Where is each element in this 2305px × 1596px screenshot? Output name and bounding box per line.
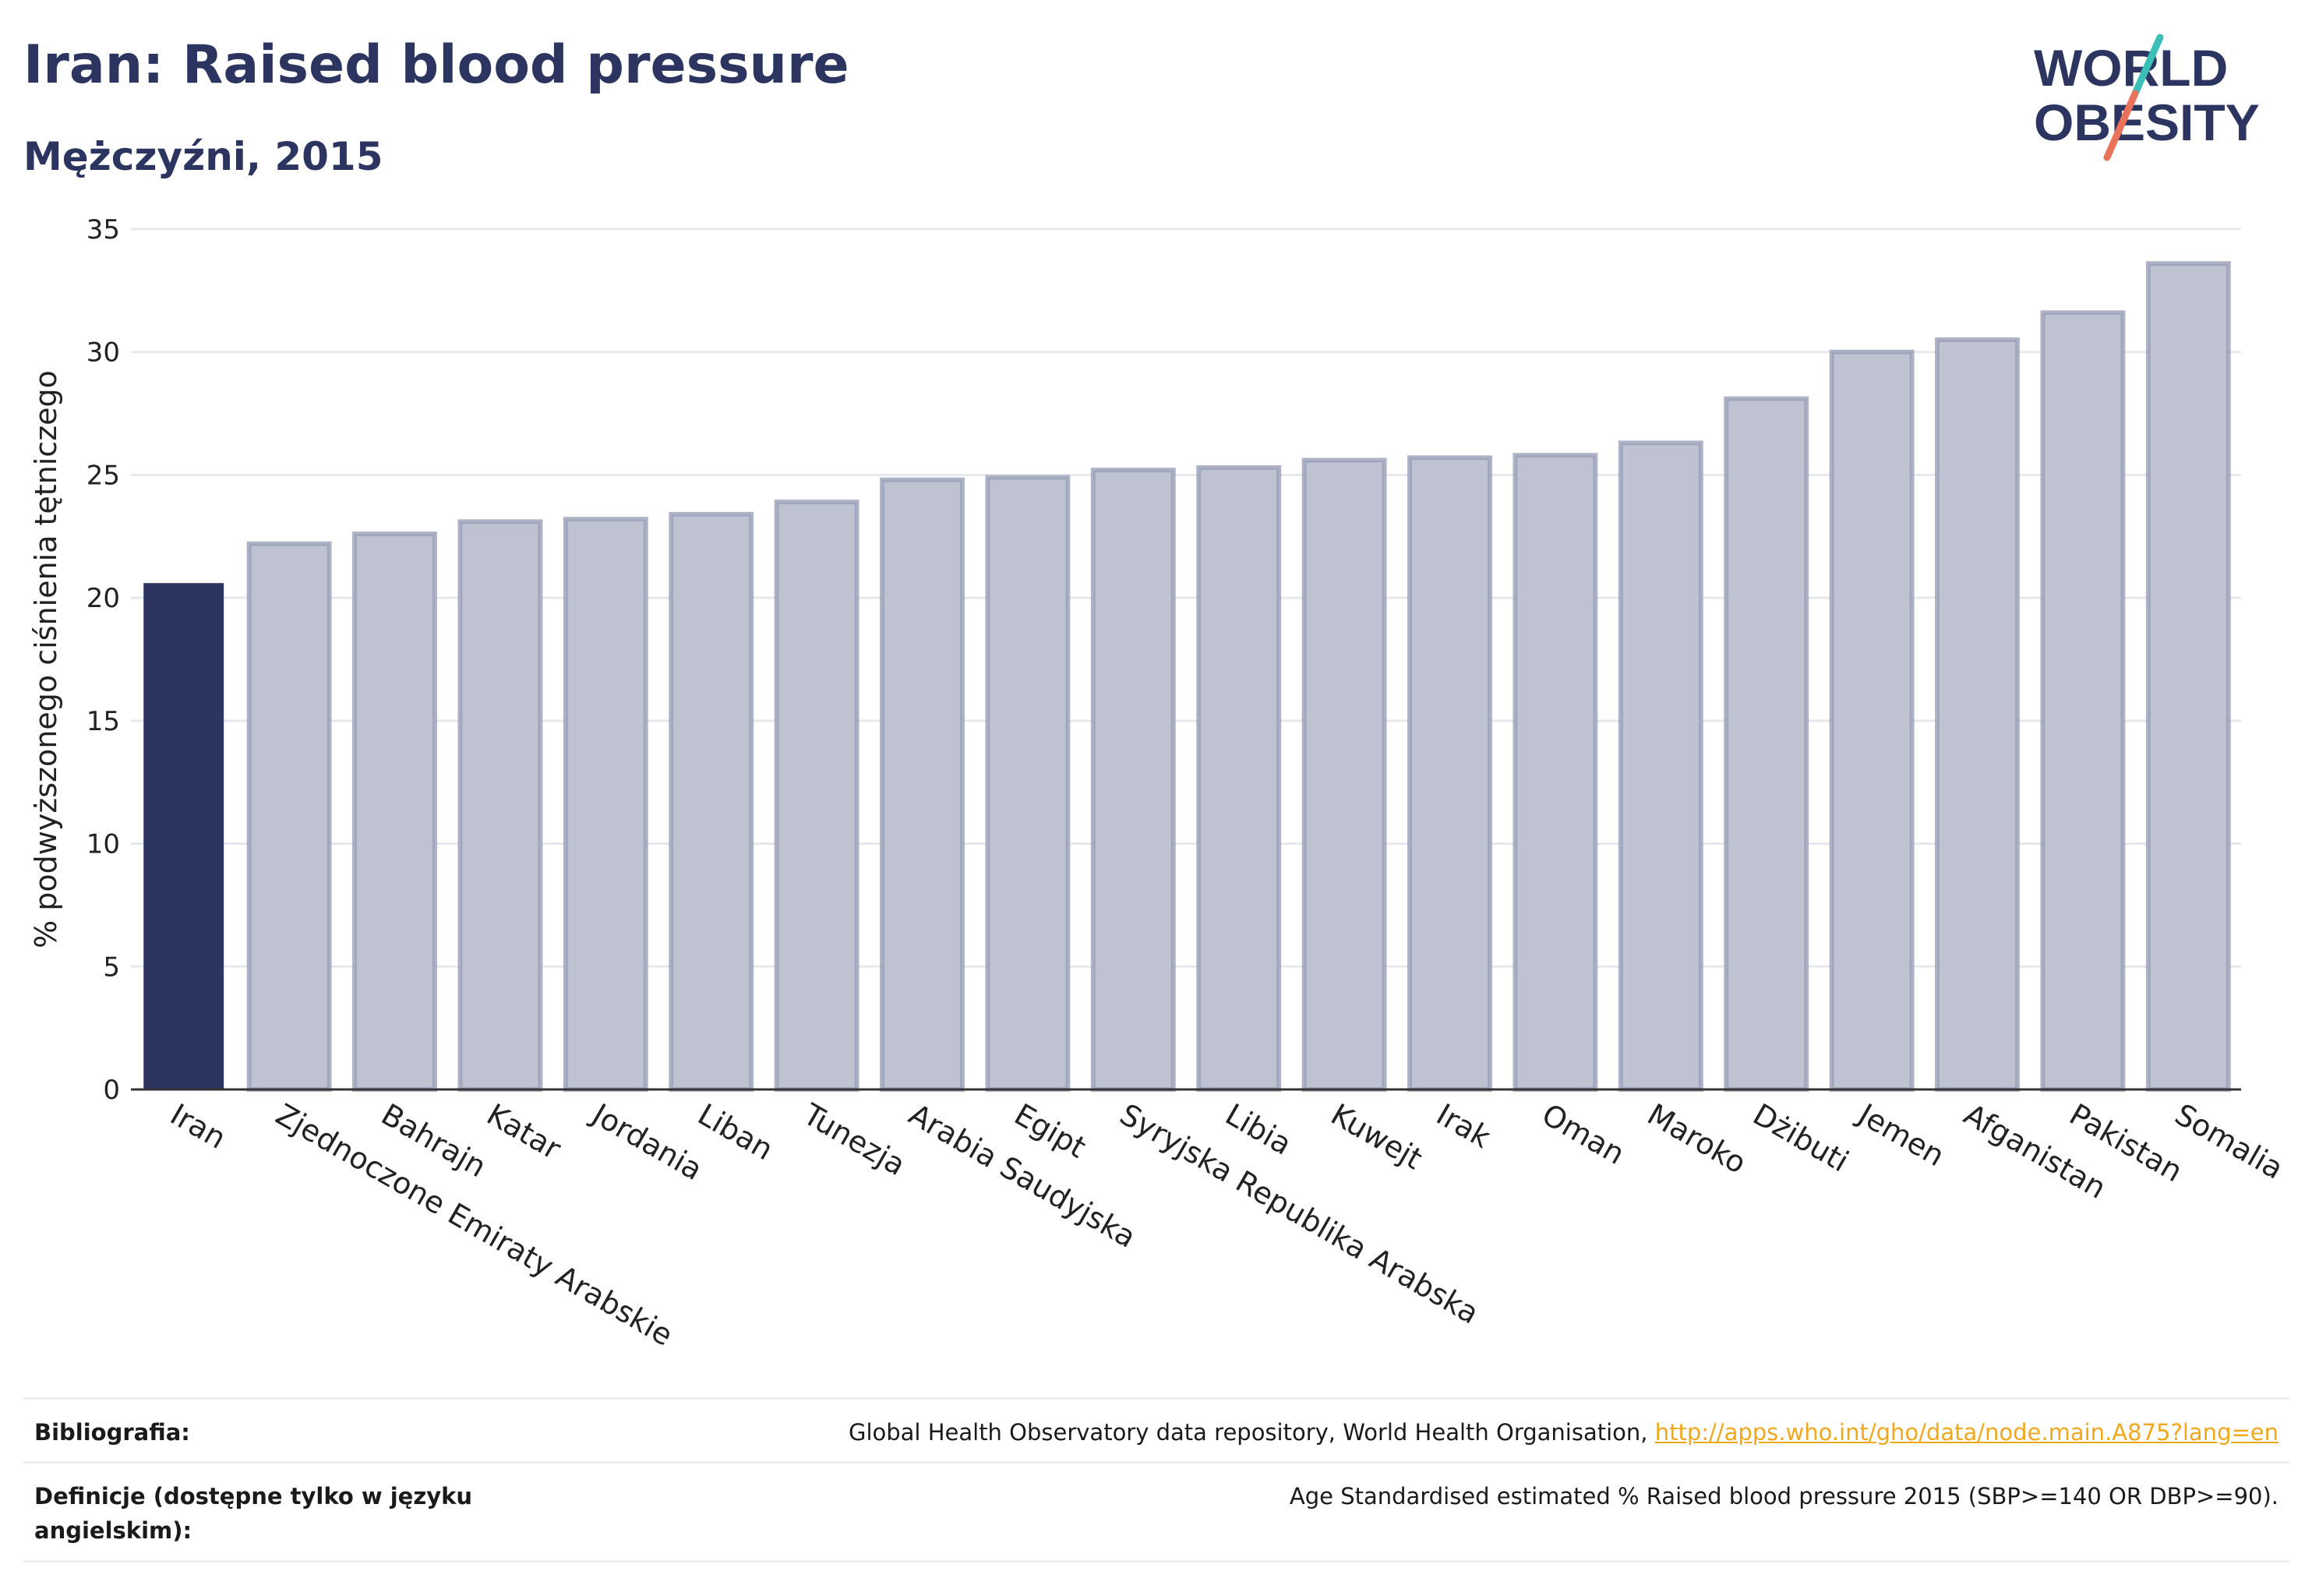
bar-chart: 0 5 10 15 20 25 30 35 % podwyższonego ciśnienia …: [29, 214, 2289, 1353]
bar: [2040, 310, 2126, 1092]
bibliography-link[interactable]: http://apps.who.int/gho/data/node.main.A…: [1654, 1419, 2279, 1446]
y-tick-label: 15: [86, 706, 120, 737]
bar: [1407, 455, 1492, 1092]
bar: [246, 541, 332, 1092]
chart-subtitle: Mężczyźni, 2015: [23, 134, 383, 179]
x-tick-label: Maroko: [1642, 1097, 1753, 1181]
x-tick-label: Syryjska Republika Arabska: [1114, 1097, 1484, 1331]
x-tick-label: Dżibuti: [1747, 1097, 1855, 1179]
bar: [143, 583, 224, 1089]
logo-slash-coral: [2103, 90, 2139, 161]
bar: [1618, 440, 1703, 1092]
y-tick-label: 10: [86, 829, 120, 860]
bibliography-text: Global Health Observatory data repositor…: [849, 1415, 2279, 1449]
y-tick-label: 20: [86, 583, 120, 614]
bar: [774, 500, 860, 1092]
x-tick-label: Jordania: [585, 1096, 708, 1187]
definitions-text: Age Standardised estimated % Raised bloo…: [1289, 1483, 2279, 1509]
bar: [1935, 337, 2020, 1092]
bar: [1724, 396, 1809, 1093]
bar: [1196, 464, 1282, 1092]
logo-line2: OBESITY: [2034, 94, 2260, 151]
x-tick-label: Kuwejt: [1325, 1097, 1428, 1177]
world-obesity-logo: WORLD OBESITY: [2034, 34, 2260, 161]
chart-title: Iran: Raised blood pressure: [23, 34, 849, 96]
x-tick-label: Jemen: [1851, 1096, 1950, 1174]
y-tick-label: 0: [103, 1075, 120, 1106]
y-tick-label: 25: [86, 460, 120, 491]
footer-definitions-row: Definicje (dostępne tylko w języku angie…: [23, 1461, 2289, 1562]
bar: [1829, 349, 1915, 1092]
bar: [880, 477, 965, 1092]
logo-line1: WORLD: [2034, 39, 2228, 97]
bar: [1301, 457, 1387, 1092]
y-tick-label: 5: [103, 952, 120, 983]
x-tick-label: Libia: [1220, 1097, 1297, 1162]
bibliography-label: Bibliografia:: [34, 1419, 190, 1446]
x-tick-label: Katar: [481, 1097, 567, 1167]
bar: [352, 531, 437, 1092]
bibliography-source: Global Health Observatory data repositor…: [848, 1419, 1655, 1446]
x-tick-label: Irak: [1431, 1097, 1496, 1155]
bar: [457, 519, 543, 1092]
definitions-label: Definicje (dostępne tylko w języku angie…: [34, 1483, 473, 1544]
bar: [2145, 261, 2231, 1092]
bar: [1513, 453, 1598, 1092]
footer-bibliography-row: Bibliografia: Global Health Observatory …: [23, 1397, 2289, 1464]
y-axis-label: % podwyższonego ciśnienia tętniczego: [29, 370, 63, 948]
bar: [985, 475, 1071, 1092]
logo-slash-teal: [2131, 34, 2164, 97]
bar: [1090, 468, 1176, 1092]
x-tick-label: Tunezja: [797, 1096, 912, 1182]
bar: [669, 511, 754, 1092]
x-tick-label: Somalia: [2169, 1097, 2289, 1186]
y-tick-label: 35: [86, 214, 120, 245]
x-tick-label: Oman: [1536, 1097, 1630, 1171]
bar: [563, 517, 648, 1092]
x-tick-label: Iran: [164, 1097, 231, 1156]
y-tick-label: 30: [86, 337, 120, 369]
